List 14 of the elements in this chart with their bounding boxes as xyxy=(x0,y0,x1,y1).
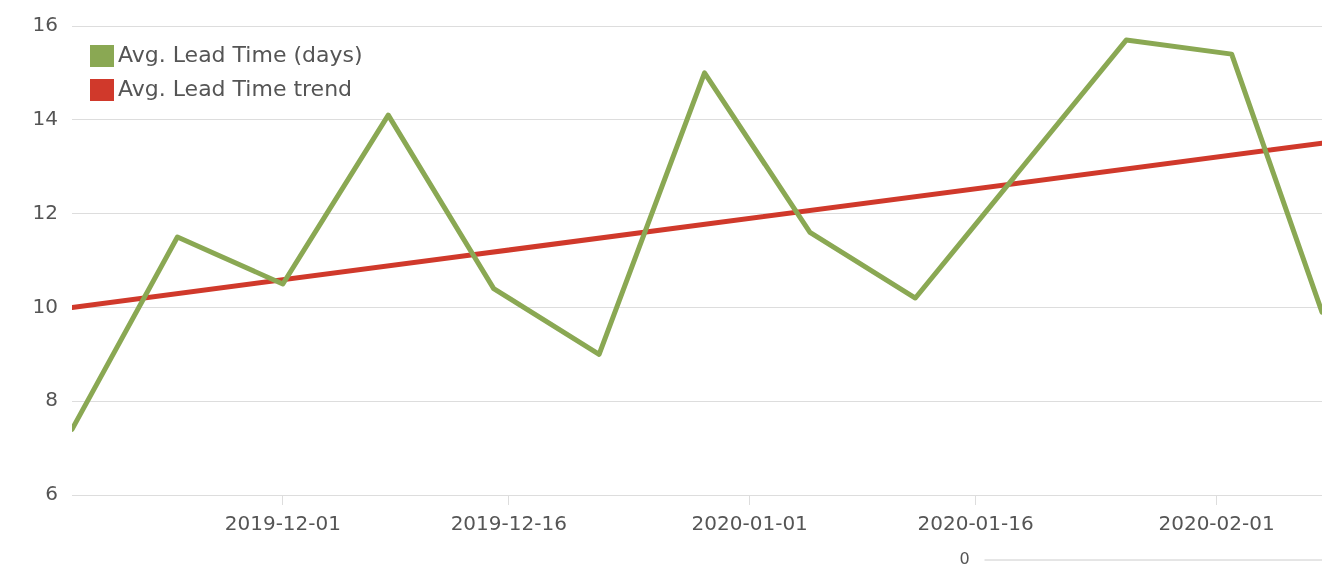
legend-label: Avg. Lead Time trend xyxy=(118,75,353,101)
legend-label: Avg. Lead Time (days) xyxy=(118,41,363,67)
x-tick-label: 2020-02-01 xyxy=(1158,511,1275,536)
y-tick-label: 12 xyxy=(32,199,58,224)
y-tick-label: 8 xyxy=(45,387,58,412)
x-tick-label: 2020-01-16 xyxy=(917,511,1034,536)
text: 0 xyxy=(959,549,970,569)
x-tick-label: 2020-01-01 xyxy=(691,511,808,536)
y-tick-label: 6 xyxy=(45,481,58,506)
y-tick-label: 16 xyxy=(32,12,58,37)
x-tick-label: 2019-12-16 xyxy=(450,511,567,536)
y-tick-label: 14 xyxy=(32,106,58,130)
x-tick-label: 2019-12-01 xyxy=(224,511,341,536)
y-tick-label: 10 xyxy=(32,293,58,318)
